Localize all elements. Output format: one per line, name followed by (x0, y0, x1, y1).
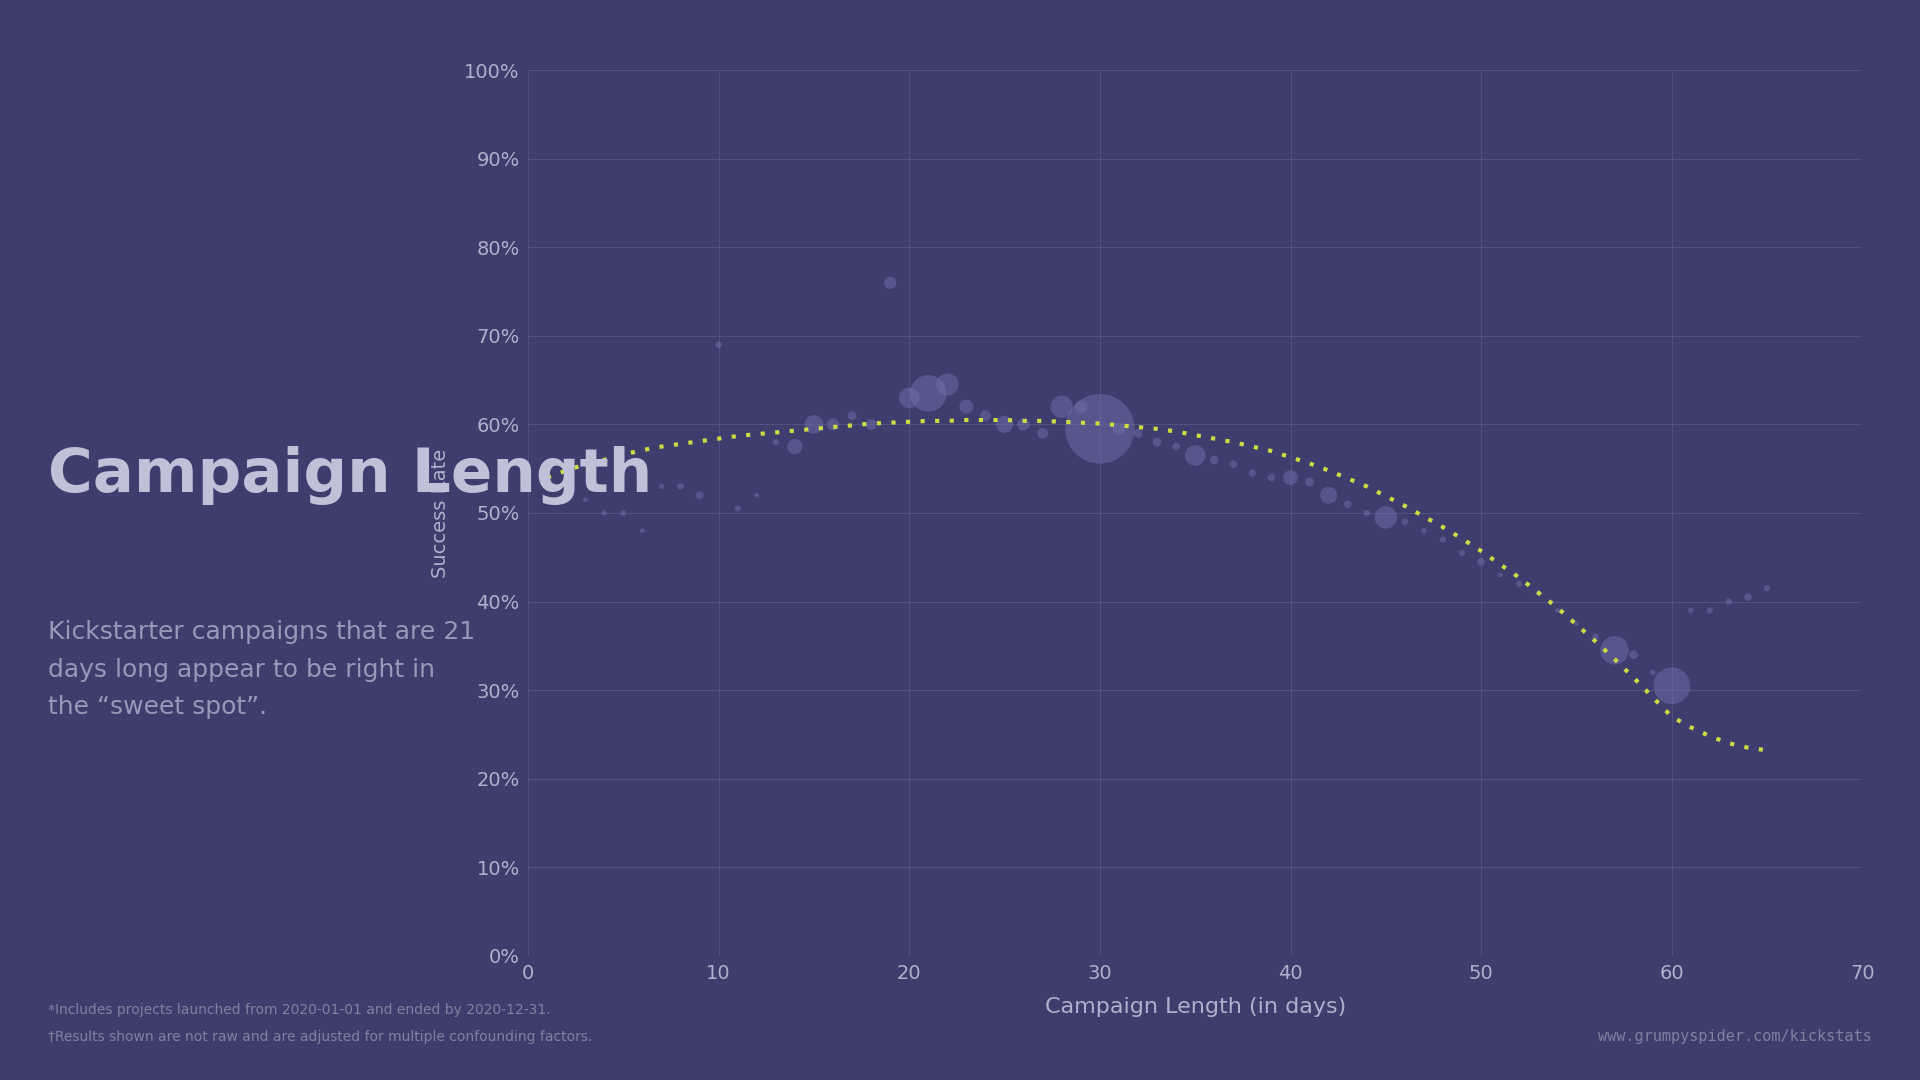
Point (1676, 602, 1707, 619)
Point (1027, 424, 1058, 442)
Point (1123, 424, 1154, 442)
Point (931, 376, 962, 393)
Point (664, 477, 695, 495)
Point (1352, 504, 1382, 522)
Point (1313, 487, 1344, 504)
Point (741, 487, 772, 504)
Point (1599, 642, 1630, 659)
Point (1503, 576, 1534, 593)
Point (1390, 513, 1421, 530)
Point (1046, 399, 1077, 416)
Point (1008, 416, 1039, 433)
Point (895, 389, 925, 406)
Point (1104, 420, 1135, 437)
Point (950, 399, 981, 416)
Point (799, 416, 829, 433)
Point (1561, 616, 1592, 633)
Text: www.grumpyspider.com/kickstats: www.grumpyspider.com/kickstats (1597, 1029, 1872, 1044)
Point (1085, 420, 1116, 437)
Point (1217, 456, 1248, 473)
Text: Kickstarter campaigns that are 21
days long appear to be right in
the “sweet spo: Kickstarter campaigns that are 21 days l… (48, 620, 474, 719)
Point (645, 477, 678, 495)
X-axis label: Campaign Length (in days): Campaign Length (in days) (1044, 997, 1346, 1017)
Point (684, 487, 714, 504)
Point (914, 384, 945, 402)
Point (703, 336, 733, 353)
Point (1448, 544, 1478, 562)
Point (989, 416, 1020, 433)
Point (970, 407, 1000, 424)
Point (1162, 438, 1192, 456)
Text: *Includes projects launched from 2020-01-01 and ended by 2020-12-31.: *Includes projects launched from 2020-01… (48, 1003, 551, 1016)
Point (1523, 584, 1553, 602)
Point (837, 407, 868, 424)
Point (1066, 399, 1096, 416)
Text: Campaign Length: Campaign Length (48, 446, 653, 504)
Point (1580, 629, 1611, 646)
Point (856, 416, 887, 433)
Point (1751, 580, 1782, 597)
Point (609, 504, 639, 522)
Point (1638, 664, 1668, 681)
Point (1409, 522, 1440, 539)
Point (551, 487, 582, 504)
Point (1695, 602, 1726, 619)
Y-axis label: Success Rate: Success Rate (432, 448, 451, 578)
Point (628, 522, 659, 539)
Point (1619, 646, 1649, 663)
Point (1657, 677, 1688, 694)
Point (1179, 447, 1210, 464)
Point (570, 491, 601, 509)
Point (1428, 531, 1459, 549)
Point (780, 438, 810, 456)
Point (589, 504, 620, 522)
Text: †Results shown are not raw and are adjusted for multiple confounding factors.: †Results shown are not raw and are adjus… (48, 1030, 593, 1043)
Point (1256, 469, 1286, 486)
Point (532, 469, 563, 486)
Point (722, 500, 753, 517)
Point (1371, 509, 1402, 526)
Point (1713, 593, 1743, 610)
Point (818, 416, 849, 433)
Point (1732, 589, 1763, 606)
Point (876, 274, 906, 292)
Point (1484, 566, 1515, 583)
Point (760, 433, 791, 450)
Point (1198, 451, 1229, 469)
Point (1294, 473, 1325, 490)
Point (1332, 496, 1363, 513)
Point (1142, 433, 1173, 450)
Point (1236, 464, 1267, 482)
Point (1465, 553, 1496, 570)
Point (1542, 602, 1572, 619)
Point (1275, 469, 1306, 486)
